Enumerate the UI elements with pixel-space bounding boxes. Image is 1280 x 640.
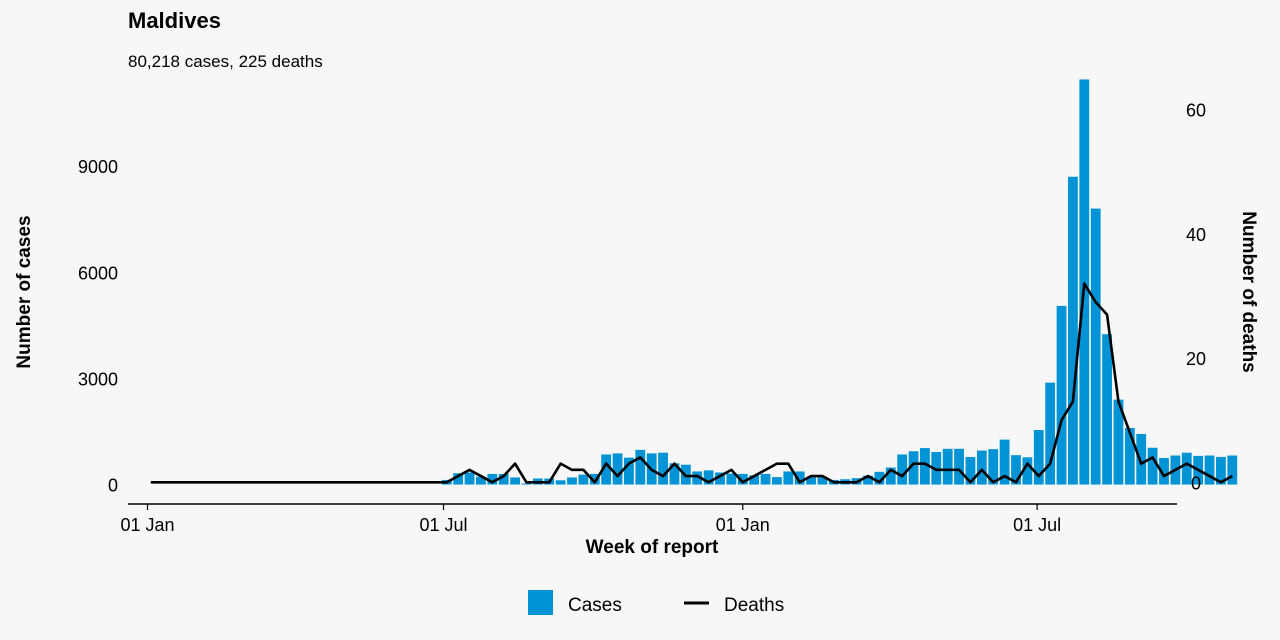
cases-bar — [885, 467, 896, 485]
y-axis-right-title: Number of deaths — [1238, 211, 1259, 373]
cases-bar — [521, 483, 532, 485]
cases-bar — [1102, 334, 1112, 485]
cases-bar — [1056, 305, 1067, 485]
cases-bar — [897, 454, 908, 485]
cases-bar — [1124, 427, 1135, 485]
cases-bar — [669, 463, 680, 485]
cases-bar — [931, 451, 942, 485]
cases-bar — [863, 475, 873, 485]
cases-bar — [703, 470, 714, 485]
cases-bar — [920, 448, 930, 485]
y-left-tick-label: 3000 — [78, 369, 118, 389]
cases-bar — [1011, 455, 1021, 485]
y-right-tick-label: 20 — [1186, 349, 1206, 369]
x-axis-title: Week of report — [586, 537, 719, 558]
cases-bar — [578, 474, 589, 485]
cases-bar — [624, 457, 634, 485]
deaths-line — [150, 282, 1233, 484]
cases-bar — [635, 449, 646, 485]
cases-bar — [726, 473, 737, 485]
cases-bar — [874, 471, 885, 485]
cases-bar — [601, 454, 612, 485]
y-axis-left-ticks: 0 3000 6000 9000 — [78, 157, 118, 495]
x-tick-label: 01 Jul — [419, 515, 467, 535]
legend-cases-swatch — [528, 590, 553, 615]
y-right-tick-label: 60 — [1186, 101, 1206, 121]
cases-bar — [1136, 433, 1147, 485]
y-left-tick-label: 6000 — [78, 263, 118, 283]
cases-bar — [1079, 79, 1090, 485]
x-tick-label: 01 Jul — [1013, 515, 1061, 535]
legend: Cases Deaths — [528, 590, 784, 616]
cases-bar — [567, 477, 577, 485]
cases-bar — [1045, 382, 1056, 485]
cases-bar — [794, 471, 805, 485]
legend-deaths-label: Deaths — [724, 595, 784, 616]
cases-bar — [954, 448, 964, 485]
cases-bar — [1181, 452, 1192, 485]
y-left-tick-label: 0 — [108, 476, 118, 496]
cases-bar — [476, 476, 486, 485]
cases-bar — [908, 451, 919, 485]
legend-cases-label: Cases — [568, 595, 622, 616]
cases-bar — [1159, 458, 1169, 485]
x-tick-label: 01 Jan — [120, 515, 174, 535]
cases-bar — [976, 450, 987, 485]
y-axis-left-title: Number of cases — [14, 215, 35, 368]
cases-bar — [1227, 455, 1238, 485]
cases-bar — [1113, 399, 1124, 485]
cases-bar — [783, 471, 794, 485]
cases-bar — [1068, 176, 1078, 485]
cases-bar — [1204, 455, 1215, 485]
cases-bar — [453, 473, 464, 485]
cases-bar — [498, 473, 509, 485]
cases-bar — [988, 449, 999, 485]
cases-bar — [999, 439, 1010, 485]
cases-bar — [965, 456, 976, 485]
cases-bar — [817, 477, 828, 485]
y-left-tick-label: 9000 — [78, 157, 118, 177]
cases-bar — [715, 472, 725, 485]
cases-bar — [806, 477, 816, 485]
chart-subtitle: 80,218 cases, 225 deaths — [128, 52, 323, 71]
cases-bar — [487, 473, 498, 485]
cases-bar — [749, 475, 760, 485]
x-tick-label: 01 Jan — [716, 515, 770, 535]
cases-bar — [510, 477, 520, 485]
x-axis-ticks: 01 Jan 01 Jul 01 Jan 01 Jul — [120, 504, 1061, 535]
cases-bar — [612, 453, 623, 485]
cases-bar — [772, 477, 782, 485]
cases-bar — [658, 452, 668, 485]
cases-bar — [1216, 456, 1226, 485]
cases-bar — [1090, 208, 1101, 485]
cases-bar — [464, 472, 475, 485]
cases-bar — [737, 473, 748, 485]
cases-bar — [1147, 447, 1158, 485]
y-right-tick-label: 0 — [1191, 473, 1201, 493]
y-axis-right-ticks: 0 20 40 60 — [1186, 101, 1206, 494]
cases-bar — [555, 480, 566, 485]
chart-title: Maldives — [128, 8, 221, 33]
cases-bar — [589, 473, 600, 485]
cases-bars — [441, 79, 1238, 485]
cases-bar — [942, 448, 953, 485]
cases-bar — [692, 471, 703, 485]
y-right-tick-label: 40 — [1186, 225, 1206, 245]
cases-bar — [1033, 430, 1044, 485]
cases-bar — [760, 473, 771, 485]
cases-bar — [1022, 457, 1033, 485]
